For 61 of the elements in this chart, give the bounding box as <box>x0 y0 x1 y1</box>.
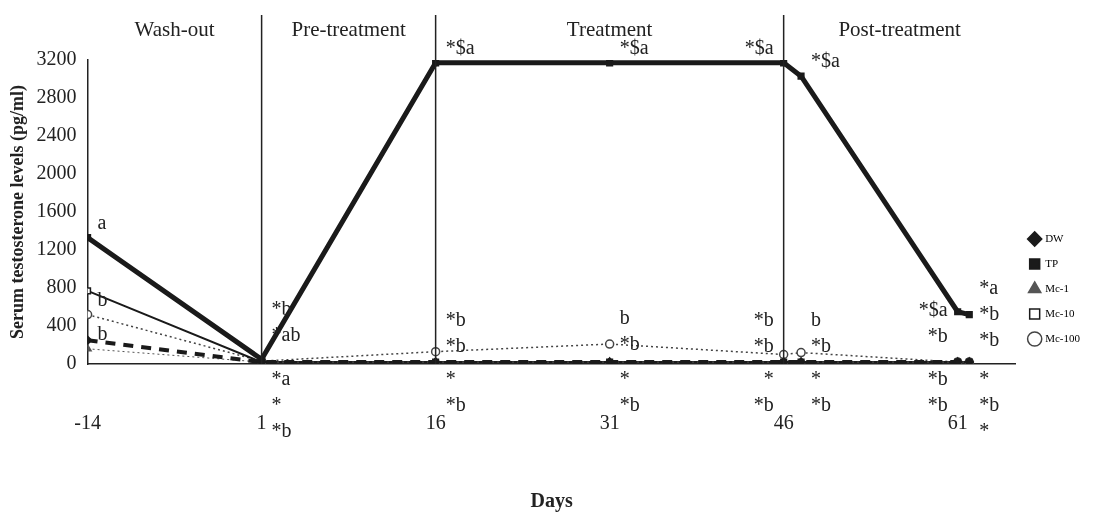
annotation: *b <box>445 393 466 416</box>
annotation: * <box>811 367 822 390</box>
y-tick-label: 0 <box>66 351 77 374</box>
legend-label: DW <box>1045 231 1065 244</box>
annotation: *b <box>811 333 832 356</box>
annotation: *$a <box>619 36 649 59</box>
y-axis-title: Serum testosterone levels (pg/ml) <box>7 84 29 340</box>
text: Wash-out <box>134 16 215 41</box>
y-tick-label: 1600 <box>36 199 77 222</box>
y-tick-label: 800 <box>46 275 77 298</box>
y-tick-label: 2000 <box>36 161 77 184</box>
annotation: *b <box>445 333 466 356</box>
annotation: b <box>811 307 822 330</box>
annotation: *$a <box>744 36 774 59</box>
annotation: *b <box>979 328 1000 351</box>
annotation: * <box>619 367 630 390</box>
annotation: * <box>763 367 774 390</box>
annotation: *b <box>271 419 292 442</box>
x-tick-label: 1 <box>256 411 267 434</box>
annotation: b <box>619 305 630 328</box>
annotation: *b <box>979 393 1000 416</box>
annotation: *b <box>445 307 466 330</box>
annotation: b <box>97 322 108 345</box>
x-axis-title: Days <box>530 489 573 513</box>
y-tick-label: 2800 <box>36 85 77 108</box>
legend-label: TP <box>1045 256 1059 269</box>
y-tick-label: 2400 <box>36 123 77 146</box>
annotation: *b <box>927 367 948 390</box>
annotation: *$a <box>445 36 475 59</box>
annotation: *a <box>271 367 291 390</box>
annotation: *b <box>753 393 774 416</box>
annotation: * <box>979 367 990 390</box>
text: Post-treatment <box>838 16 962 41</box>
annotation: *b <box>927 323 948 346</box>
annotation: *b <box>271 296 292 319</box>
annotation: * <box>271 393 282 416</box>
x-tick-label: 61 <box>947 411 968 434</box>
annotation: *b <box>753 334 774 357</box>
x-tick-label: -14 <box>74 411 101 434</box>
annotation: * <box>979 419 990 442</box>
annotation: *b <box>619 393 640 416</box>
x-tick-label: 16 <box>425 411 446 434</box>
annotation: a <box>97 210 107 233</box>
annotation: *b <box>979 302 1000 325</box>
x-tick-label: 46 <box>773 411 794 434</box>
y-tick-label: 3200 <box>36 47 77 70</box>
annotation: *a <box>979 276 999 299</box>
legend-label: Mc-10 <box>1045 306 1075 319</box>
x-tick-label: 31 <box>599 411 620 434</box>
legend-label: Mc-1 <box>1045 281 1069 294</box>
y-tick-label: 400 <box>46 313 77 336</box>
annotation: *$a <box>811 49 841 72</box>
legend-label: Mc-100 <box>1045 331 1081 344</box>
y-tick-label: 1200 <box>36 237 77 260</box>
annotation: *$a <box>918 297 948 320</box>
annotation: *b <box>753 308 774 331</box>
annotation: *b <box>811 393 832 416</box>
text: Pre-treatment <box>291 16 406 41</box>
annotation: *b <box>927 393 948 416</box>
annotation: *b <box>619 331 640 354</box>
annotation: * <box>445 367 456 390</box>
